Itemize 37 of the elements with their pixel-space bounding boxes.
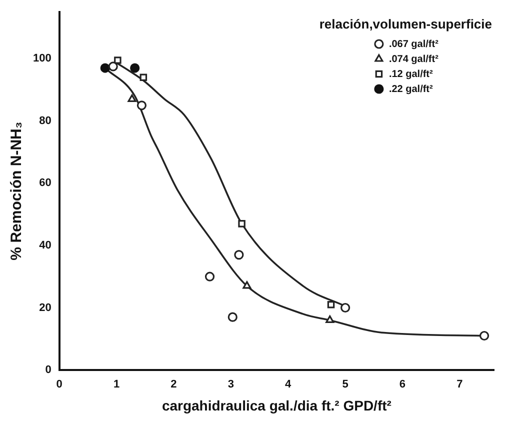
y-axis-title: % Remoción N-NH₃ (8, 122, 26, 260)
legend-label: .067 gal/ft² (388, 38, 440, 50)
point (100, 63, 110, 73)
x-axis-title: cargahidraulica gal./dia ft.² GPD/ft² (162, 397, 392, 414)
point (327, 301, 335, 308)
point (140, 74, 148, 82)
point (136, 100, 147, 110)
x-tick-label: 0 (56, 378, 62, 391)
point (234, 250, 244, 260)
x-tick-label: 4 (285, 378, 292, 391)
x-tick-label: 7 (456, 378, 463, 391)
x-tick-label: 2 (170, 378, 177, 391)
x-tick-label: 3 (228, 378, 234, 391)
legend-label: .12 gal/ft² (388, 68, 434, 80)
legend-title: relación,volumen-superficie (319, 16, 492, 32)
x-tick-label: 5 (342, 378, 348, 391)
legend-label: .22 gal/ft² (388, 84, 434, 95)
point (228, 312, 238, 322)
point (114, 56, 122, 64)
y-tick-label: 60 (39, 177, 52, 190)
x-tick-label: 6 (399, 378, 406, 391)
point (479, 330, 490, 341)
point (340, 302, 350, 313)
x-tick-label: 1 (113, 378, 120, 391)
y-tick-label: 20 (39, 302, 52, 314)
point (108, 62, 118, 72)
point (238, 220, 246, 228)
point (204, 272, 215, 282)
point (326, 315, 334, 323)
point (130, 63, 140, 73)
point (128, 94, 136, 102)
legend-label: .074 gal/ft² (388, 54, 440, 65)
y-tick-label: 0 (45, 364, 52, 376)
point (242, 281, 252, 289)
y-tick-label: 100 (32, 52, 52, 65)
y-tick-label: 40 (39, 240, 52, 252)
y-tick-label: 80 (39, 114, 52, 127)
